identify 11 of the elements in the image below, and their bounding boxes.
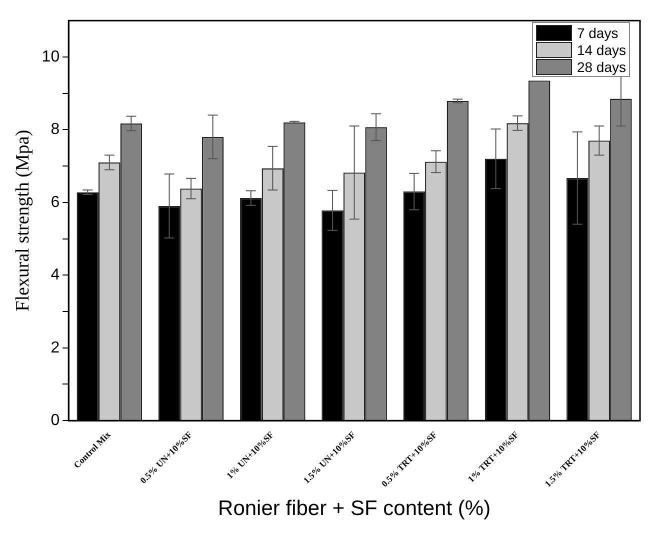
y-tick-label: 2 [50, 339, 60, 356]
x-axis-title: Ronier fiber + SF content (%) [218, 497, 491, 520]
y-tick-label: 6 [50, 194, 60, 211]
y-tick-label: 0 [50, 412, 60, 430]
legend-label: 28 days [576, 58, 626, 74]
legend-label: 7 days [576, 24, 618, 40]
legend-label: 14 days [576, 42, 626, 58]
y-tick-label: 10 [42, 48, 60, 66]
y-tick-label: 4 [50, 266, 60, 284]
y-axis-title: Flexural strength (Mpa) [12, 130, 34, 312]
y-tick-label: 8 [50, 121, 60, 138]
